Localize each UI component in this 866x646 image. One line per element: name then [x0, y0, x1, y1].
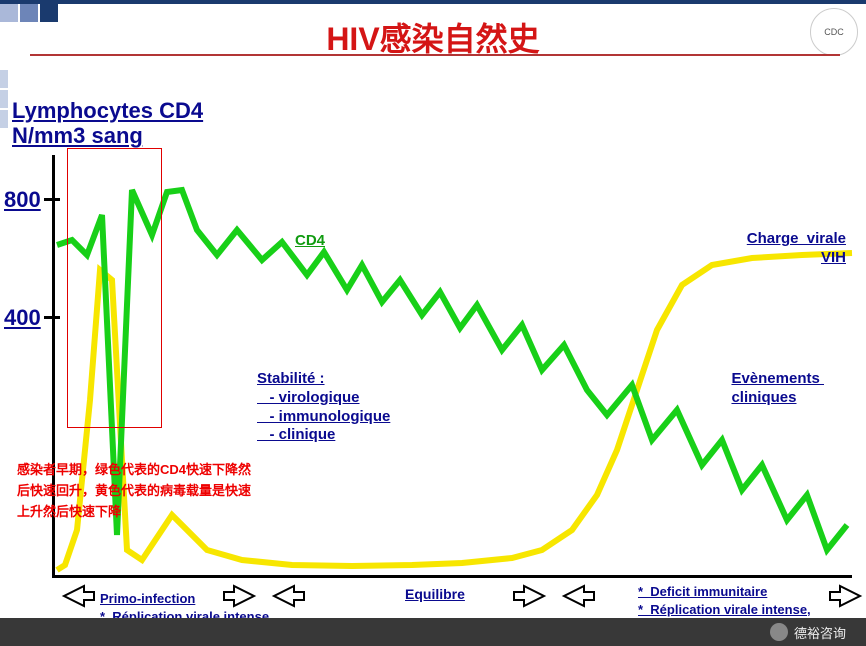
phase-arrow-right-icon — [520, 582, 558, 615]
footer-bar: 德裕咨询 — [0, 618, 866, 646]
phase-arrow-right-icon — [836, 582, 866, 615]
y-tick-line — [44, 316, 60, 319]
footer-text: 德裕咨询 — [794, 623, 846, 642]
top-border — [0, 0, 866, 4]
phase-arrow-left-icon — [60, 582, 98, 615]
stability-label: Stabilité : - virologique - immunologiqu… — [257, 370, 390, 445]
y-tick-line — [44, 198, 60, 201]
viral-load-line — [57, 253, 852, 570]
events-label: Evènements cliniques — [731, 370, 824, 408]
red-annotation: 感染者早期，绿色代表的CD4快速下降然 后快速回升，黄色代表的病毒载量是快速 上… — [17, 460, 251, 522]
phase-arrow-right-icon — [230, 582, 268, 615]
equilibre-label: Equilibre — [405, 586, 465, 604]
phase-arrow-left-icon — [270, 582, 308, 615]
cd4-label: CD4 — [295, 232, 325, 251]
viral-load-label: Charge virale VIH — [747, 230, 846, 268]
y-tick-label: 800 — [4, 187, 41, 213]
early-phase-highlight-box — [67, 148, 162, 428]
phase-arrow-left-icon — [560, 582, 598, 615]
y-tick-label: 400 — [4, 305, 41, 331]
chart-area: Lymphocytes CD4 N/mm3 sang CD4 Charge vi… — [12, 70, 854, 608]
wechat-icon — [770, 623, 788, 641]
left-decor — [0, 70, 8, 130]
title-underline — [30, 54, 840, 56]
